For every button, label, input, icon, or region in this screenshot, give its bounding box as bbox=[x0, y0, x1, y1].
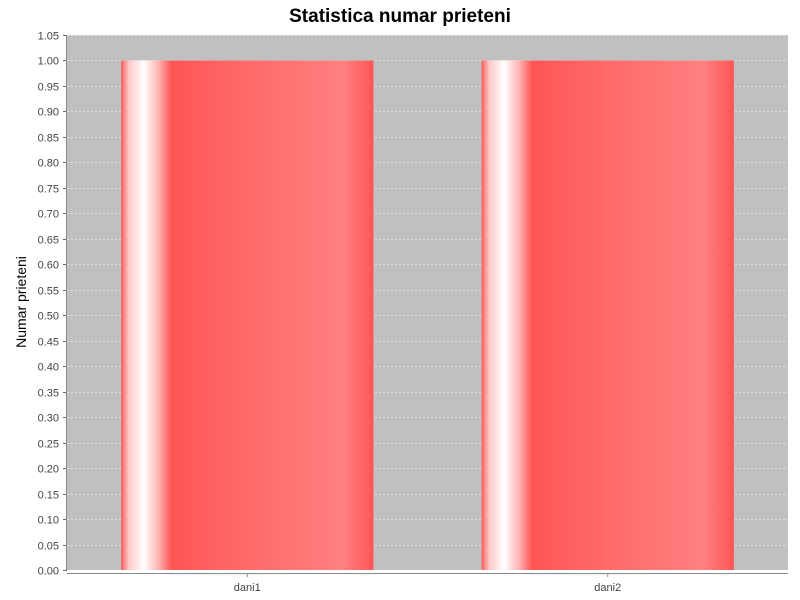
x-axis: dani1 dani2 bbox=[67, 573, 788, 594]
y-tick-label: 0.35 bbox=[38, 388, 59, 400]
y-tick-label: 0.50 bbox=[38, 311, 59, 323]
bar-dani2 bbox=[481, 60, 734, 570]
y-axis-label: Numar prieteni bbox=[13, 256, 29, 348]
bar-dani1 bbox=[121, 60, 374, 570]
y-tick-label: 0.65 bbox=[38, 235, 59, 247]
y-tick-label: 0.70 bbox=[38, 209, 59, 221]
y-tick-label: 0.10 bbox=[38, 515, 59, 527]
chart-title: Statistica numar prieteni bbox=[289, 6, 511, 27]
y-tick-label: 0.45 bbox=[38, 337, 59, 349]
x-tick-label: dani1 bbox=[234, 582, 261, 594]
y-tick-label: 0.90 bbox=[38, 107, 59, 119]
y-tick-label: 0.55 bbox=[38, 286, 59, 298]
y-tick-label: 0.40 bbox=[38, 362, 59, 374]
y-tick-label: 0.80 bbox=[38, 158, 59, 170]
y-tick-label: 0.85 bbox=[38, 133, 59, 145]
y-tick-label: 0.95 bbox=[38, 82, 59, 94]
y-tick-label: 0.60 bbox=[38, 260, 59, 272]
y-axis: 0.00 0.05 0.10 0.15 0.20 0.25 0.30 0.35 0.40 0.45… bbox=[38, 31, 67, 578]
y-tick-label: 0.25 bbox=[38, 439, 59, 451]
y-tick-label: 1.05 bbox=[38, 31, 59, 43]
x-tick-label: dani2 bbox=[594, 582, 621, 594]
y-tick-label: 0.30 bbox=[38, 413, 59, 425]
bars bbox=[121, 60, 734, 570]
y-tick-label: 0.05 bbox=[38, 541, 59, 553]
y-tick-label: 0.75 bbox=[38, 184, 59, 196]
y-tick-label: 0.00 bbox=[38, 566, 59, 578]
y-tick-label: 1.00 bbox=[38, 56, 59, 68]
y-tick-label: 0.15 bbox=[38, 490, 59, 502]
y-tick-label: 0.20 bbox=[38, 464, 59, 476]
